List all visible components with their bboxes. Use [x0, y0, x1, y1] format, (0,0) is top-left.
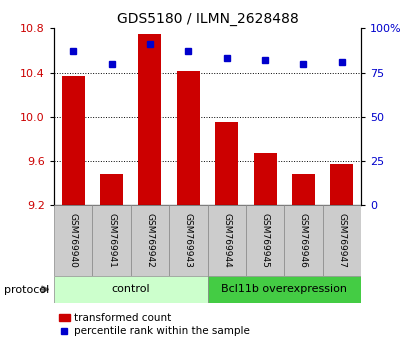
Bar	[208, 205, 246, 276]
Bar	[284, 205, 323, 276]
Title: GDS5180 / ILMN_2628488: GDS5180 / ILMN_2628488	[117, 12, 298, 26]
Text: GSM769941: GSM769941	[107, 213, 116, 268]
Text: GSM769945: GSM769945	[261, 213, 270, 268]
Text: GSM769943: GSM769943	[184, 213, 193, 268]
Bar	[54, 276, 208, 303]
Bar	[62, 76, 85, 205]
Bar	[246, 205, 284, 276]
Bar	[254, 153, 276, 205]
Bar	[100, 174, 123, 205]
Text: GSM769942: GSM769942	[145, 213, 154, 268]
Bar	[330, 164, 354, 205]
Bar	[169, 205, 208, 276]
Bar	[131, 205, 169, 276]
Text: GSM769940: GSM769940	[68, 213, 78, 268]
Bar	[323, 205, 361, 276]
Legend: transformed count, percentile rank within the sample: transformed count, percentile rank withi…	[59, 313, 249, 336]
Text: GSM769946: GSM769946	[299, 213, 308, 268]
Bar	[54, 205, 92, 276]
Text: GSM769944: GSM769944	[222, 213, 231, 268]
Bar	[177, 72, 200, 205]
Text: control: control	[111, 284, 150, 295]
Bar	[292, 174, 315, 205]
Bar	[208, 276, 361, 303]
Bar	[93, 205, 131, 276]
Text: Bcl11b overexpression: Bcl11b overexpression	[221, 284, 347, 295]
Bar	[139, 34, 161, 205]
Text: GSM769947: GSM769947	[337, 213, 347, 268]
Text: protocol: protocol	[4, 285, 49, 295]
Bar	[215, 122, 238, 205]
